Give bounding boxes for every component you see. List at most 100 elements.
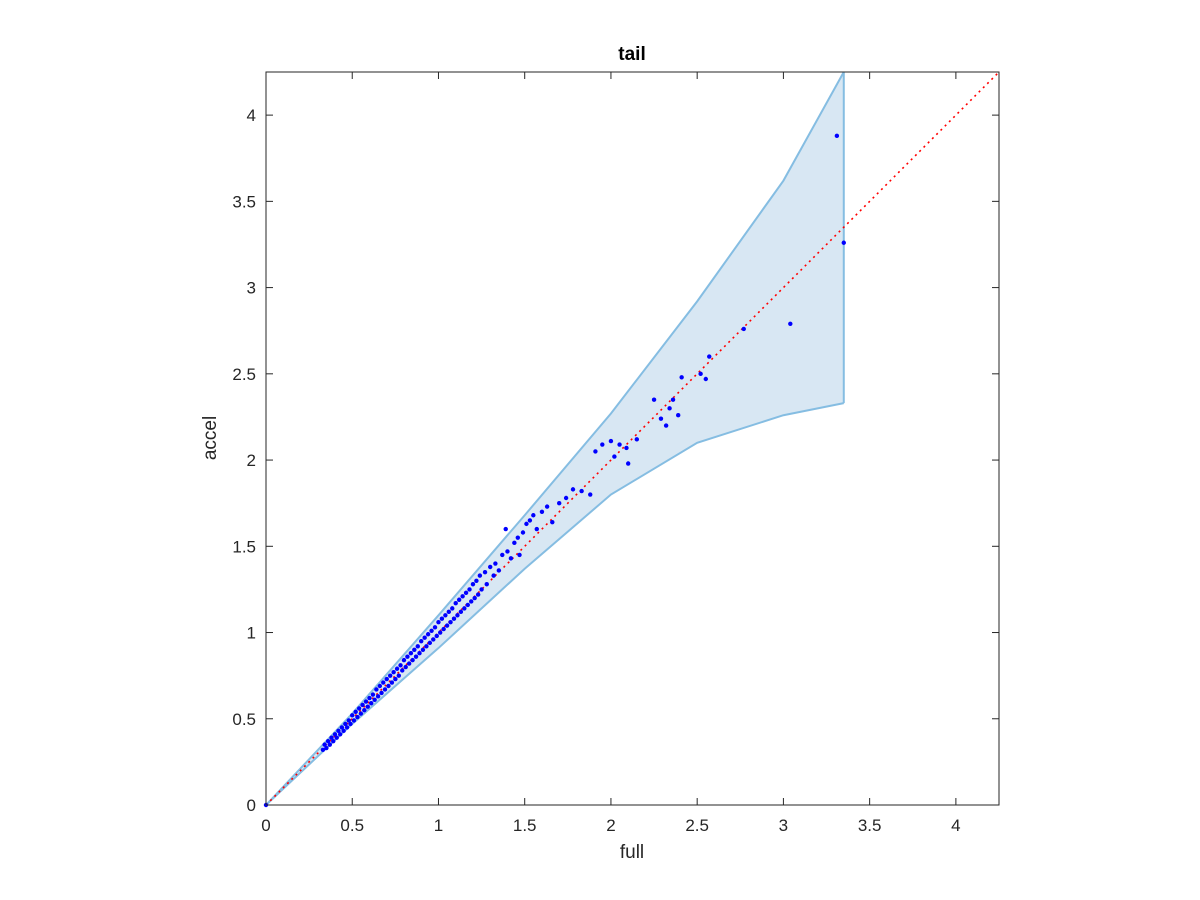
data-point — [475, 592, 481, 597]
data-point — [698, 371, 703, 377]
data-point — [534, 526, 539, 532]
data-point — [524, 521, 529, 527]
data-point — [369, 701, 374, 706]
x-tick-label: 3 — [779, 816, 788, 835]
data-point — [429, 628, 434, 634]
x-tick-label: 0 — [261, 816, 270, 835]
data-point — [363, 699, 369, 704]
data-point — [441, 626, 446, 632]
data-point — [467, 587, 472, 592]
data-point — [350, 713, 355, 718]
data-point — [408, 651, 414, 656]
data-point — [365, 704, 370, 709]
data-point — [406, 661, 412, 666]
data-point — [493, 561, 498, 566]
data-point — [322, 742, 327, 747]
data-point — [379, 690, 384, 696]
y-tick-label: 1.5 — [232, 537, 256, 556]
data-point — [327, 742, 333, 747]
data-point — [389, 680, 395, 685]
data-point — [351, 718, 357, 723]
data-point — [505, 549, 510, 554]
x-axis-ticks: 0 0.5 1 1.5 2 2.5 3 3.5 4 — [261, 72, 961, 835]
x-tick-label: 0.5 — [340, 816, 364, 835]
data-point — [477, 573, 483, 578]
data-point — [663, 423, 669, 428]
data-point — [479, 587, 484, 592]
data-point — [455, 613, 460, 618]
data-point — [527, 518, 533, 523]
data-point — [331, 738, 336, 744]
data-point — [503, 526, 508, 532]
data-point — [448, 619, 453, 625]
data-point — [469, 599, 474, 604]
data-point — [550, 519, 555, 525]
data-point — [358, 711, 364, 716]
data-point — [436, 619, 441, 625]
data-point — [398, 663, 403, 668]
data-point — [470, 582, 476, 587]
data-point — [362, 707, 367, 713]
data-point — [427, 640, 433, 646]
data-point — [336, 728, 341, 734]
data-point — [337, 732, 343, 737]
data-point — [517, 552, 522, 558]
data-point — [446, 609, 452, 615]
y-tick-label: 4 — [247, 106, 256, 125]
data-point — [834, 133, 840, 139]
data-point — [579, 488, 584, 494]
data-point — [444, 623, 450, 628]
data-point — [458, 609, 464, 615]
y-axis-label: accel — [200, 416, 221, 460]
data-point — [424, 644, 429, 649]
data-point — [341, 728, 346, 734]
data-point — [348, 721, 353, 727]
data-point — [651, 397, 657, 402]
data-point — [453, 601, 458, 606]
data-point — [462, 606, 467, 611]
data-point — [491, 573, 496, 578]
data-point — [370, 692, 376, 697]
data-point — [443, 613, 448, 618]
data-point — [707, 354, 712, 359]
y-tick-label: 1 — [247, 624, 256, 643]
data-point — [450, 606, 455, 611]
data-point — [434, 633, 439, 639]
data-point — [741, 326, 746, 332]
data-point — [401, 657, 407, 663]
data-point — [508, 556, 514, 561]
data-point — [703, 376, 708, 382]
data-point — [484, 582, 489, 587]
data-point — [377, 683, 383, 689]
x-tick-label: 4 — [951, 816, 960, 835]
data-point — [617, 442, 622, 447]
data-point — [425, 632, 431, 637]
data-point — [670, 397, 676, 402]
band-upper-edge — [265, 71, 845, 806]
data-point — [400, 668, 405, 673]
y-tick-label: 2.5 — [232, 365, 256, 384]
chart-title: tail — [618, 44, 645, 65]
data-point — [612, 454, 617, 459]
data-point — [325, 738, 331, 744]
data-point — [531, 513, 536, 518]
data-point — [346, 718, 351, 723]
data-point — [384, 676, 389, 682]
y-axis-ticks: 0 0.5 1 1.5 2 2.5 3 3.5 4 — [232, 106, 999, 815]
data-point — [634, 437, 640, 442]
data-point — [600, 442, 605, 447]
data-point — [420, 647, 426, 652]
data-point — [382, 687, 388, 692]
x-tick-label: 1 — [434, 816, 443, 835]
data-point — [403, 664, 408, 670]
data-point — [563, 495, 569, 501]
data-point — [463, 590, 469, 596]
data-point — [374, 687, 379, 692]
data-point — [329, 735, 334, 740]
data-point — [520, 530, 526, 535]
data-point — [515, 535, 521, 540]
x-tick-label: 2.5 — [685, 816, 709, 835]
data-point — [451, 616, 457, 621]
data-point — [324, 745, 329, 751]
